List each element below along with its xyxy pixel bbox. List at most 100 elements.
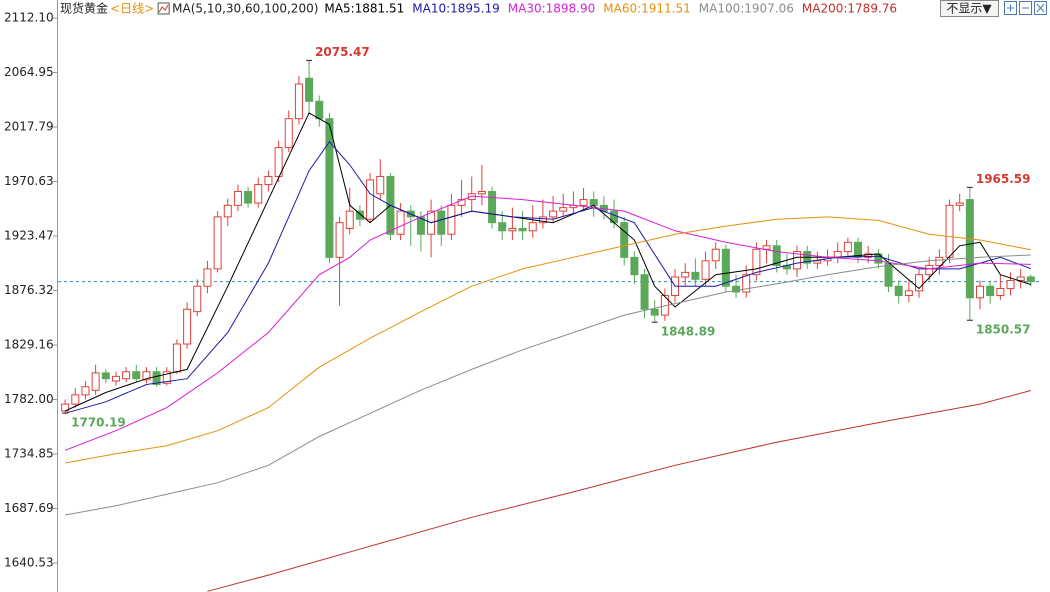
candle-body bbox=[620, 222, 629, 258]
candle-body bbox=[681, 271, 690, 278]
candle-body bbox=[233, 190, 242, 206]
candle-body bbox=[640, 274, 649, 310]
y-tick-label: 2064.95 bbox=[4, 65, 54, 79]
candle-body bbox=[325, 118, 334, 258]
candle-body bbox=[315, 100, 324, 120]
toolbar: 不显示▼ bbox=[940, 0, 1047, 17]
legend-entry: MA30:1898.90 bbox=[508, 2, 596, 16]
toggle-button-label[interactable]: 不显示▼ bbox=[946, 2, 992, 16]
y-tick-label: 1923.47 bbox=[4, 229, 54, 243]
candle-body bbox=[1016, 276, 1025, 281]
candle-body bbox=[437, 210, 446, 235]
candle-body bbox=[630, 256, 639, 276]
annotation-label: 1965.59 bbox=[976, 172, 1031, 186]
ma-icon-glyph bbox=[158, 4, 169, 13]
candle-body bbox=[518, 227, 527, 232]
candle-body bbox=[955, 202, 964, 206]
candle-body bbox=[996, 288, 1005, 296]
candle-body bbox=[122, 371, 131, 380]
candle-body bbox=[111, 375, 120, 382]
candle-body bbox=[305, 77, 314, 102]
candle-body bbox=[396, 210, 405, 235]
header: 现货黄金 <日线> MA(5,10,30,60,100,200) MA5:188… bbox=[60, 1, 897, 16]
candle-body bbox=[945, 204, 954, 258]
y-tick-label: 1876.32 bbox=[4, 283, 54, 297]
candle-body bbox=[488, 190, 497, 224]
candle-body bbox=[274, 147, 283, 177]
chart-title: 现货黄金 bbox=[60, 1, 108, 16]
y-tick-label: 1970.63 bbox=[4, 174, 54, 188]
candle-body bbox=[101, 372, 110, 380]
candle-body bbox=[721, 248, 730, 287]
candle-body bbox=[223, 204, 232, 218]
candle-body bbox=[976, 285, 985, 299]
candle-body bbox=[965, 199, 974, 299]
candle-body bbox=[843, 241, 852, 253]
candle-body bbox=[142, 371, 151, 381]
candle-body bbox=[742, 274, 751, 293]
candle-body bbox=[284, 118, 293, 149]
toggle-button[interactable] bbox=[940, 0, 999, 17]
y-tick-label: 1687.69 bbox=[4, 501, 54, 515]
candle-body bbox=[935, 256, 944, 266]
candle-body bbox=[589, 199, 598, 206]
candle-body bbox=[193, 285, 202, 313]
y-tick-label: 1640.53 bbox=[4, 555, 54, 569]
candle-body bbox=[61, 403, 70, 412]
ma-line bbox=[64, 140, 1032, 414]
candle-body bbox=[203, 268, 212, 287]
candle-body bbox=[294, 83, 303, 120]
candle-body bbox=[498, 222, 507, 232]
annotation-label: 2075.47 bbox=[315, 45, 370, 59]
y-tick-label: 2112.10 bbox=[4, 11, 54, 25]
candle-body bbox=[579, 199, 588, 206]
candle-body bbox=[925, 264, 934, 276]
candle-body bbox=[762, 245, 771, 250]
candle-body bbox=[793, 251, 802, 270]
candle-body bbox=[772, 245, 781, 266]
candle-body bbox=[559, 207, 568, 212]
candle-body bbox=[528, 222, 537, 232]
candle-body bbox=[813, 260, 822, 264]
candle-body bbox=[833, 251, 842, 258]
candle-body bbox=[71, 394, 80, 405]
candle-body bbox=[335, 222, 344, 258]
candle-body bbox=[701, 260, 710, 280]
candle-body bbox=[986, 285, 995, 296]
candle-body bbox=[691, 271, 700, 280]
annotation-label: 1848.89 bbox=[661, 325, 716, 339]
candle-body bbox=[864, 253, 873, 258]
candle-body bbox=[132, 371, 141, 380]
zoom-in-icon bbox=[1007, 4, 1014, 12]
ma-line bbox=[65, 216, 1031, 464]
ma-label: MA(5,10,30,60,100,200) bbox=[172, 2, 318, 16]
candle-body bbox=[1026, 276, 1035, 283]
candle-body bbox=[213, 216, 222, 270]
candle-body bbox=[244, 190, 253, 204]
candle-body bbox=[1006, 279, 1015, 290]
candle-body bbox=[264, 175, 273, 186]
fullscreen-icon bbox=[1036, 3, 1045, 13]
candle-body bbox=[894, 285, 903, 296]
ma-line bbox=[64, 195, 1031, 451]
candle-body bbox=[366, 179, 375, 220]
candle-body bbox=[91, 372, 100, 391]
annotation-label: 1770.19 bbox=[71, 416, 126, 430]
candle-body bbox=[549, 210, 558, 218]
candle-body bbox=[447, 204, 456, 235]
candle-body bbox=[752, 248, 761, 276]
candle-body bbox=[854, 241, 863, 258]
candle-body bbox=[732, 285, 741, 293]
candle-body bbox=[538, 216, 547, 224]
candle-body bbox=[162, 371, 171, 384]
y-tick-label: 1782.00 bbox=[4, 392, 54, 406]
legend-entry: MA60:1911.51 bbox=[603, 2, 691, 16]
y-tick-label: 1734.85 bbox=[4, 446, 54, 460]
ma-line bbox=[65, 254, 1031, 516]
period-label: <日线> bbox=[110, 2, 154, 16]
legend-entry: MA200:1789.76 bbox=[802, 2, 897, 16]
candle-body bbox=[81, 386, 90, 396]
y-tick-label: 1829.16 bbox=[4, 337, 54, 351]
